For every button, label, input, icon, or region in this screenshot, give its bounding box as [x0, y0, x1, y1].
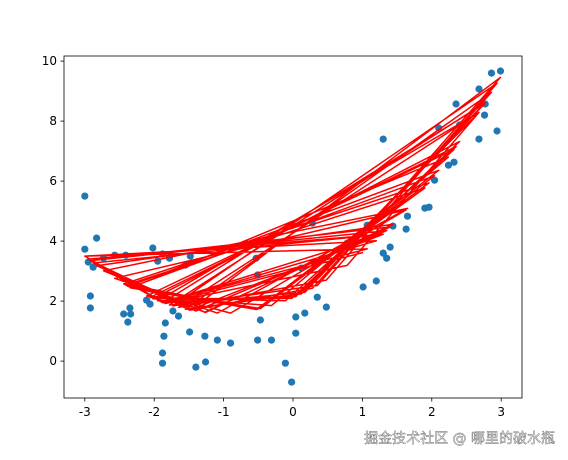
scatter-point — [186, 252, 194, 260]
scatter-point — [169, 307, 177, 315]
scatter-point — [201, 358, 210, 366]
scatter-point — [160, 332, 168, 340]
scatter-point — [86, 292, 94, 300]
y-tick-label: 2 — [49, 294, 57, 308]
scatter-point — [86, 304, 94, 312]
scatter-point — [372, 277, 380, 285]
scatter-point — [146, 300, 154, 308]
scatter-point — [124, 318, 132, 326]
scatter-point — [174, 312, 183, 320]
scatter-point — [379, 135, 387, 143]
scatter-point — [383, 254, 391, 262]
scatter-point — [93, 234, 101, 242]
scatter-point — [256, 316, 264, 324]
scatter-point — [254, 336, 262, 344]
y-tick-label: 0 — [49, 354, 57, 368]
x-tick-label: -1 — [218, 405, 230, 419]
scatter-point — [379, 249, 387, 257]
scatter-point — [487, 69, 496, 77]
scatter-point — [496, 67, 505, 75]
scatter-point — [359, 283, 367, 291]
y-tick-label: 4 — [49, 234, 57, 248]
x-tick-label: -3 — [79, 405, 91, 419]
scatter-point — [226, 339, 235, 347]
scatter-point — [444, 161, 453, 169]
scatter-point — [149, 244, 157, 252]
scatter-point — [292, 329, 300, 337]
scatter-point — [475, 85, 483, 93]
scatter-point — [301, 309, 309, 317]
x-tick-label: 1 — [359, 405, 367, 419]
scatter-point — [81, 192, 89, 200]
scatter-point — [313, 293, 321, 301]
scatter-point — [430, 176, 439, 184]
scatter-point — [126, 304, 134, 312]
y-tick-label: 8 — [49, 114, 57, 128]
watermark: 掘金技术社区 @ 哪里的破水瓶 — [364, 431, 555, 447]
scatter-point — [158, 359, 167, 367]
scatter-point — [267, 336, 276, 344]
scatter-point — [120, 310, 128, 318]
scatter-point — [192, 363, 200, 371]
scatter-point — [288, 378, 296, 386]
scatter-point — [127, 310, 135, 318]
scatter-point — [292, 313, 300, 321]
x-tick-label: 0 — [289, 405, 297, 419]
scatter-point — [213, 336, 221, 344]
x-tick-label: 2 — [428, 405, 436, 419]
scatter-point — [402, 225, 410, 233]
scatter-point — [425, 203, 433, 211]
y-tick-label: 10 — [42, 54, 57, 68]
scatter-point — [450, 158, 458, 166]
x-tick-label: 3 — [497, 405, 505, 419]
plot-area — [81, 67, 505, 386]
scatter-point — [475, 135, 483, 143]
fit-line — [84, 76, 502, 314]
y-tick-label: 6 — [49, 174, 57, 188]
scatter-point — [161, 319, 169, 327]
scatter-point — [493, 127, 501, 135]
scatter-point — [158, 349, 167, 357]
scatter-point — [452, 100, 460, 108]
scatter-point — [386, 243, 394, 251]
scatter-point — [281, 359, 289, 367]
scatter-point — [403, 212, 412, 220]
scatter-point — [89, 263, 97, 271]
scatter-point — [435, 124, 443, 132]
scatter-point — [201, 332, 209, 340]
scatter-point — [186, 328, 194, 336]
scatter-point — [322, 303, 330, 311]
scatter-point — [81, 245, 89, 253]
x-tick-label: -2 — [148, 405, 160, 419]
scatter-point — [480, 111, 489, 119]
